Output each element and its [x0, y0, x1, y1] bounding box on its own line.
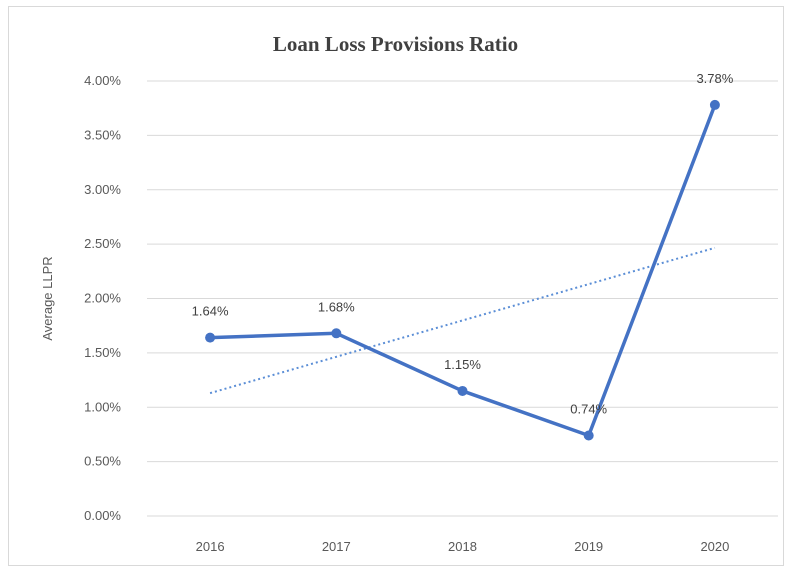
data-point [583, 430, 594, 441]
x-tick-label: 2020 [700, 539, 729, 554]
x-tick-label: 2019 [574, 539, 603, 554]
y-tick-label: 4.00% [84, 73, 121, 88]
y-tick-label: 1.50% [84, 345, 121, 360]
data-point [205, 332, 216, 343]
data-point [331, 328, 342, 339]
x-tick-label: 2018 [448, 539, 477, 554]
y-axis-title: Average LLPR [40, 256, 55, 340]
y-tick-label: 2.50% [84, 236, 121, 251]
y-tick-label: 3.00% [84, 182, 121, 197]
y-tick-label: 0.50% [84, 454, 121, 469]
data-point [709, 99, 720, 110]
data-label: 3.78% [696, 71, 733, 86]
data-point [457, 385, 468, 396]
chart-frame [8, 6, 784, 566]
x-tick-label: 2017 [322, 539, 351, 554]
data-label: 0.74% [570, 402, 607, 417]
data-label: 1.15% [444, 357, 481, 372]
y-tick-label: 2.00% [84, 291, 121, 306]
y-tick-label: 0.00% [84, 508, 121, 523]
data-label: 1.68% [318, 299, 355, 314]
x-tick-label: 2016 [196, 539, 225, 554]
data-label: 1.64% [192, 304, 229, 319]
chart-title: Loan Loss Provisions Ratio [272, 32, 519, 56]
y-tick-label: 1.00% [84, 399, 121, 414]
y-tick-label: 3.50% [84, 127, 121, 142]
